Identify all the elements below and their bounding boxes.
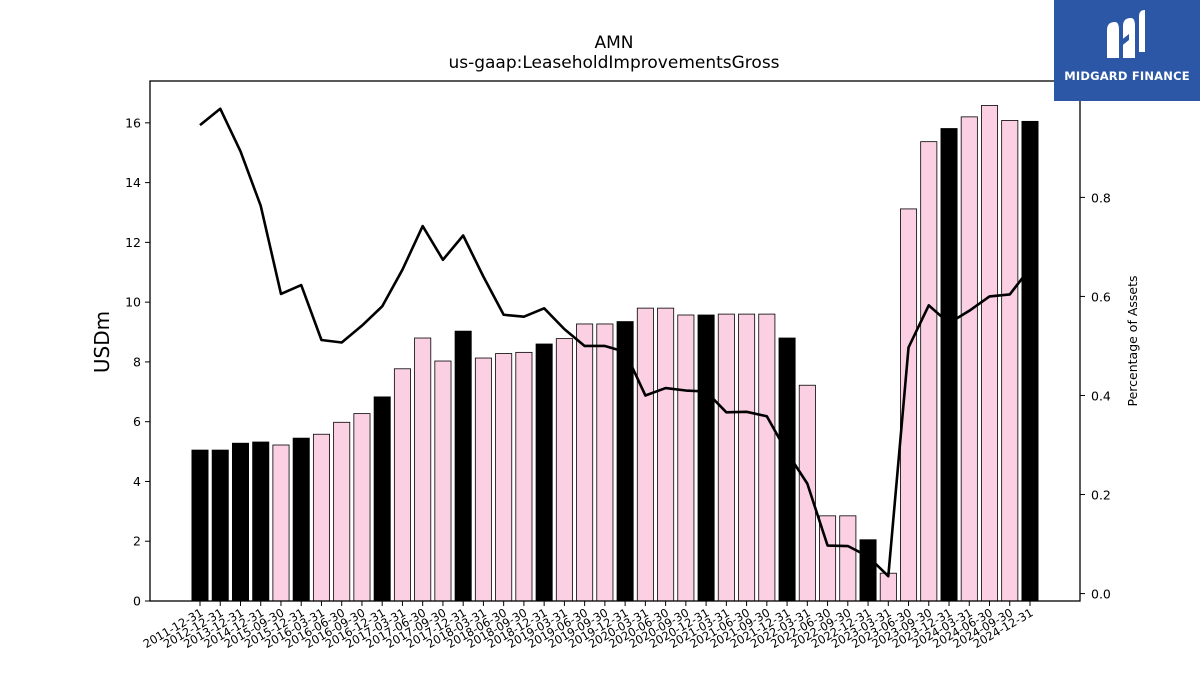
plot-frame — [149, 80, 1081, 602]
brand-logo: MIDGARD FINANCE — [1054, 0, 1200, 101]
bar-2016-03-31 — [312, 433, 330, 602]
bar-2024-12-31 — [1021, 120, 1039, 602]
bar-2020-12-31 — [697, 314, 715, 602]
y2-tick-label: 0.4 — [1091, 388, 1111, 403]
chart-title: AMN — [594, 33, 633, 53]
y2-tick-label: 0.6 — [1091, 289, 1111, 304]
x-axis: 2011-12-312012-12-312013-12-312014-12-31… — [141, 601, 1036, 651]
bar-2019-09-30 — [596, 323, 614, 602]
bar-2022-09-30 — [839, 515, 857, 602]
y-tick-label: 0 — [133, 594, 141, 609]
bar-2021-12-31 — [778, 337, 796, 602]
y-axis-right: 0.0 0.2 0.4 0.6 0.8 — [1080, 190, 1111, 602]
bar-2023-12-31 — [940, 128, 958, 602]
bar-2020-06-30 — [657, 307, 675, 602]
bars-layer — [191, 105, 1039, 602]
bar-2012-12-31 — [211, 449, 229, 602]
midgard-m-logo-icon — [1107, 10, 1145, 58]
bar-2016-12-31 — [373, 396, 391, 602]
bar-2017-12-31 — [454, 330, 472, 602]
bar-2021-06-30 — [738, 313, 756, 602]
bar-2018-06-30 — [495, 353, 513, 602]
bar-2018-03-31 — [474, 357, 492, 602]
bar-2022-03-31 — [798, 384, 816, 602]
y-tick-label: 8 — [133, 354, 141, 369]
bar-2023-09-30 — [920, 141, 938, 602]
y-tick-label: 6 — [133, 414, 141, 429]
bar-2020-09-30 — [677, 314, 695, 602]
y2-tick-label: 0.0 — [1091, 587, 1111, 602]
percentage-of-assets-line — [199, 107, 1032, 578]
bar-2017-09-30 — [434, 360, 452, 602]
bar-2017-06-30 — [414, 337, 432, 602]
bar-2022-12-31 — [859, 539, 877, 602]
y-tick-label: 14 — [125, 175, 141, 190]
y-axis-label: USDm — [90, 311, 114, 373]
bar-2015-09-30 — [272, 444, 290, 602]
y-axis-left: 0 2 4 6 8 10 12 14 16 — [125, 115, 150, 609]
bar-2021-03-31 — [717, 313, 735, 602]
y2-tick-label: 0.2 — [1091, 488, 1111, 503]
bar-2021-09-30 — [758, 313, 776, 602]
y2-axis-label: Percentage of Assets — [1125, 276, 1140, 407]
y-tick-label: 10 — [125, 295, 141, 310]
y-tick-label: 4 — [133, 474, 141, 489]
bar-2024-06-30 — [981, 105, 999, 602]
bar-2019-06-30 — [576, 323, 594, 602]
line-layer — [199, 107, 1032, 578]
y-tick-label: 2 — [133, 534, 141, 549]
bar-2016-09-30 — [353, 413, 371, 602]
bar-2024-09-30 — [1001, 120, 1019, 602]
bar-2017-03-31 — [393, 368, 411, 602]
bar-2019-03-31 — [555, 338, 573, 602]
chart-subtitle: us-gaap:LeaseholdImprovementsGross — [448, 53, 779, 73]
y-tick-label: 12 — [125, 235, 141, 250]
bar-2011-12-31 — [191, 449, 209, 602]
bar-2014-12-31 — [252, 441, 270, 602]
bar-2020-03-31 — [636, 307, 654, 602]
bar-2013-12-31 — [231, 442, 249, 602]
y2-tick-label: 0.8 — [1091, 190, 1111, 205]
bar-2016-06-30 — [333, 421, 351, 602]
bar-2015-12-31 — [292, 437, 310, 602]
bar-2018-12-31 — [535, 343, 553, 602]
bar-2024-03-31 — [960, 116, 978, 602]
bar-2018-09-30 — [515, 351, 533, 602]
brand-name: MIDGARD FINANCE — [1064, 69, 1190, 83]
y-tick-label: 16 — [125, 115, 141, 130]
